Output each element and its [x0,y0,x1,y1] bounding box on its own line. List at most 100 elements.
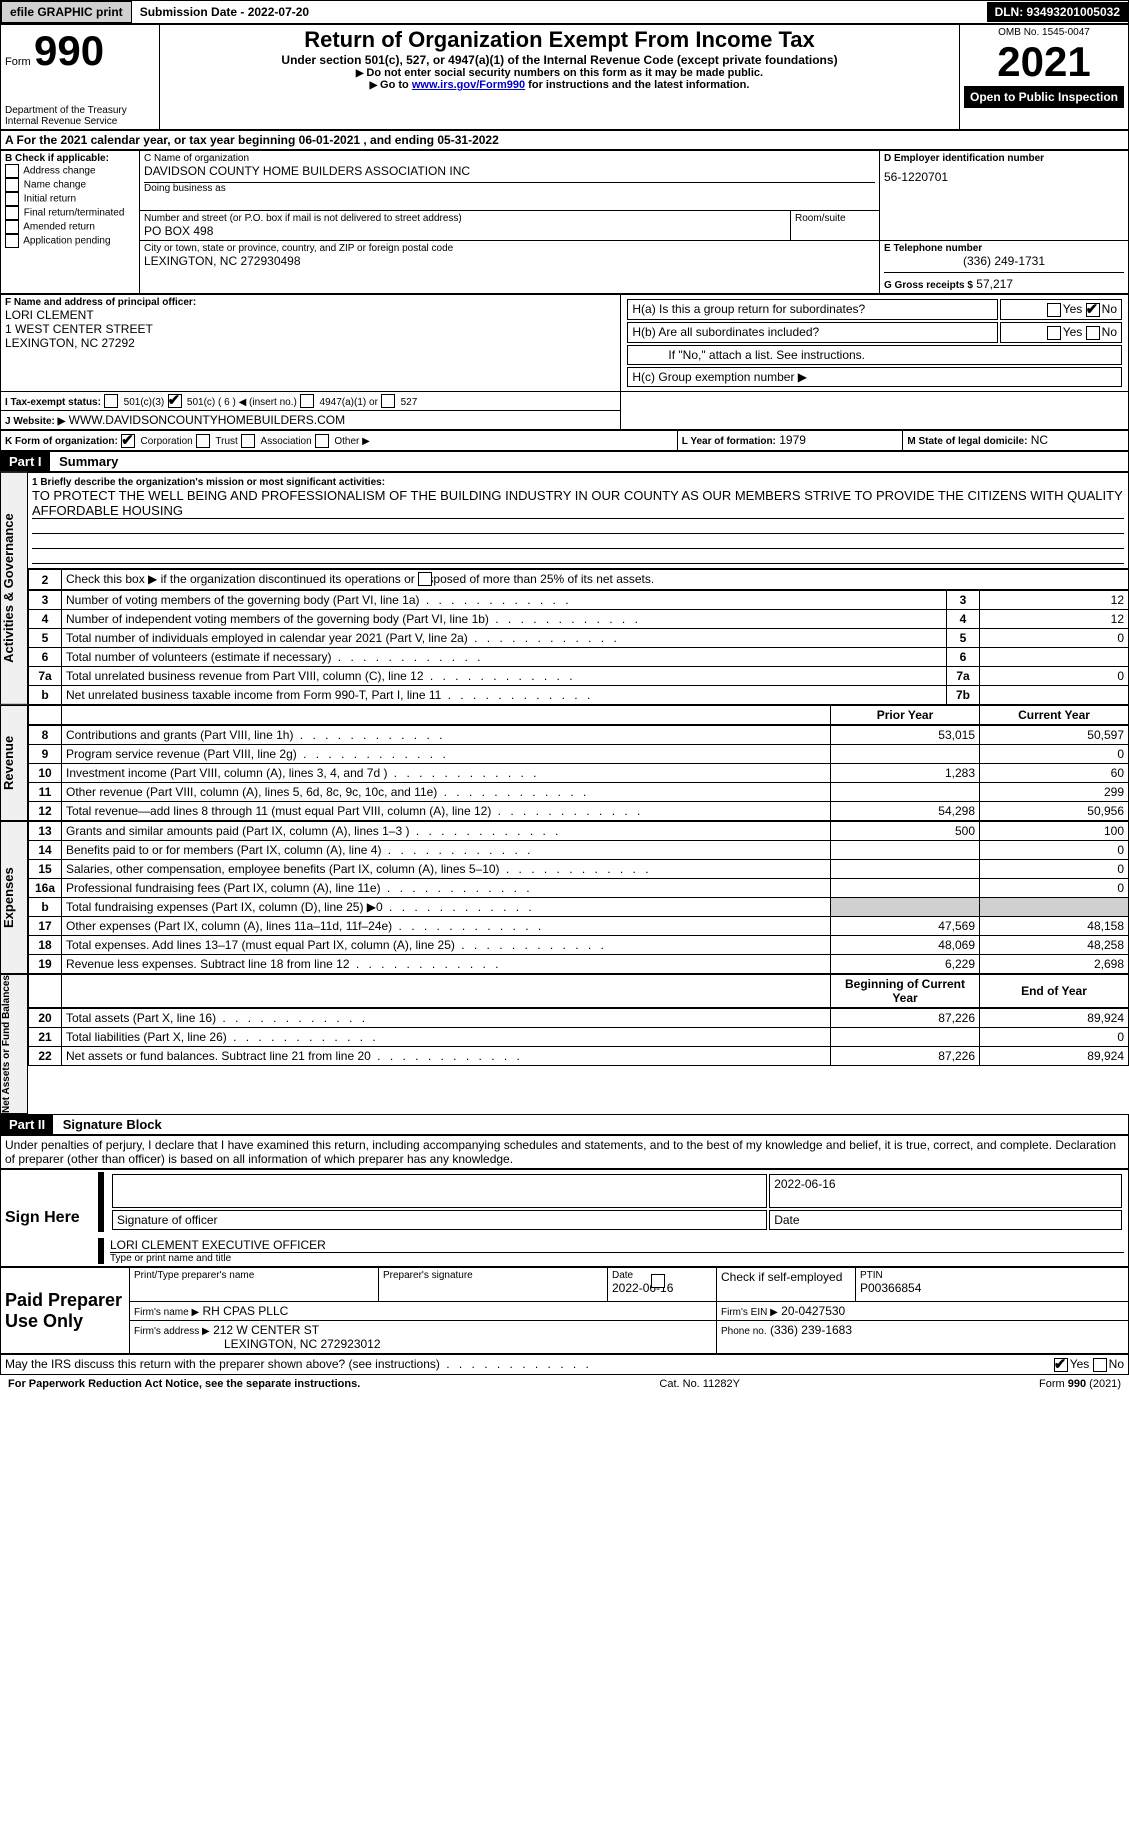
line-desc: Total expenses. Add lines 13–17 (must eq… [62,936,831,955]
checkbox-final-return[interactable] [5,206,19,220]
line-desc: Total revenue—add lines 8 through 11 (mu… [62,802,831,821]
line-box: 6 [947,648,980,667]
line-desc: Net unrelated business taxable income fr… [62,686,947,705]
line-val: 0 [980,629,1129,648]
hc-label: H(c) Group exemption number ▶ [632,370,807,384]
line-box: 5 [947,629,980,648]
catalog-no: Cat. No. 11282Y [659,1378,740,1390]
prior-val: 48,069 [831,936,980,955]
current-val: 48,158 [980,917,1129,936]
prior-val: 500 [831,822,980,841]
checkbox-address-change[interactable] [5,164,19,178]
checkbox-amended[interactable] [5,220,19,234]
mission-text: TO PROTECT THE WELL BEING AND PROFESSION… [32,488,1124,519]
section-c-label: C Name of organization [144,153,875,164]
preparer-table: Paid Preparer Use Only Print/Type prepar… [0,1267,1129,1354]
form-footer: Form 990 (2021) [1039,1378,1121,1390]
line-desc: Professional fundraising fees (Part IX, … [62,879,831,898]
efile-print-button[interactable]: efile GRAPHIC print [1,1,132,23]
hb-label: H(b) Are all subordinates included? [632,325,819,339]
address-label: Number and street (or P.O. box if mail i… [144,213,786,224]
city-label: City or town, state or province, country… [144,243,875,254]
address: PO BOX 498 [144,224,786,238]
form-number: 990 [34,27,104,74]
line-desc: Revenue less expenses. Subtract line 18 … [62,955,831,974]
prior-val [831,898,980,917]
may-no[interactable] [1093,1358,1107,1372]
may-yes[interactable] [1054,1358,1068,1372]
telephone: (336) 249-1731 [884,254,1124,268]
line-desc: Other expenses (Part IX, column (A), lin… [62,917,831,936]
org-name: DAVIDSON COUNTY HOME BUILDERS ASSOCIATIO… [144,164,875,178]
section-k-label: K Form of organization: [5,436,118,447]
line-no: 14 [29,841,62,860]
current-val: 48,258 [980,936,1129,955]
irs-link[interactable]: www.irs.gov/Form990 [412,79,525,91]
ha-label: H(a) Is this a group return for subordin… [632,302,865,316]
may-discuss: May the IRS discuss this return with the… [5,1357,592,1372]
ha-yes[interactable] [1047,303,1061,317]
line-val [980,686,1129,705]
side-net-assets: Net Assets or Fund Balances [0,974,28,1114]
ha-no[interactable] [1086,303,1100,317]
officer-name-title: LORI CLEMENT EXECUTIVE OFFICER [110,1238,1124,1252]
line-desc: Benefits paid to or for members (Part IX… [62,841,831,860]
line-desc: Investment income (Part VIII, column (A)… [62,764,831,783]
line-desc: Total liabilities (Part X, line 26) [62,1028,831,1047]
ptin-label: PTIN [860,1270,1124,1281]
section-f-label: F Name and address of principal officer: [5,297,616,308]
checkbox-initial-return[interactable] [5,192,19,206]
footer: For Paperwork Reduction Act Notice, see … [0,1375,1129,1393]
cb-association[interactable] [241,434,255,448]
cb-line2[interactable] [418,572,432,586]
cb-trust[interactable] [196,434,210,448]
officer-exempt-table: F Name and address of principal officer:… [0,294,1129,430]
part1-title: Summary [53,454,118,469]
phone-val: (336) 239-1683 [770,1323,852,1337]
firm-name-val: RH CPAS PLLC [203,1304,289,1318]
cb-other[interactable] [315,434,329,448]
line-val: 12 [980,610,1129,629]
cb-self-employed[interactable] [651,1274,665,1288]
checkbox-application-pending[interactable] [5,234,19,248]
cb-4947[interactable] [300,394,314,408]
section-e-label: E Telephone number [884,243,1124,254]
checkbox-name-change[interactable] [5,178,19,192]
website: WWW.DAVIDSONCOUNTYHOMEBUILDERS.COM [69,413,345,427]
firm-ein-val: 20-0427530 [781,1304,845,1318]
side-expenses: Expenses [0,821,28,974]
officer-addr2: LEXINGTON, NC 27292 [5,336,616,350]
current-val [980,898,1129,917]
section-i-label: I Tax-exempt status: [5,397,101,408]
cb-501c[interactable] [168,394,182,408]
cb-corporation[interactable] [121,434,135,448]
pra-notice: For Paperwork Reduction Act Notice, see … [8,1378,360,1390]
line-desc: Program service revenue (Part VIII, line… [62,745,831,764]
section-m-label: M State of legal domicile: [907,436,1027,447]
firm-city: LEXINGTON, NC 272923012 [134,1337,712,1351]
current-val: 50,597 [980,726,1129,745]
line-desc: Total assets (Part X, line 16) [62,1009,831,1028]
check-self: Check if self-employed [721,1270,842,1284]
phone-label: Phone no. [721,1326,767,1337]
year-formation: 1979 [779,433,806,447]
irs: Internal Revenue Service [5,116,155,127]
prior-val: 53,015 [831,726,980,745]
hb-yes[interactable] [1047,326,1061,340]
return-subtitle: Under section 501(c), 527, or 4947(a)(1)… [164,53,955,67]
section-j-label: J Website: ▶ [5,416,65,427]
instruction-1: Do not enter social security numbers on … [366,67,763,79]
cb-501c3[interactable] [104,394,118,408]
dept-treasury: Department of the Treasury [5,105,155,116]
instruction-2-post: for instructions and the latest informat… [525,79,749,91]
hb-no[interactable] [1086,326,1100,340]
section-g-label: G Gross receipts $ [884,280,973,291]
cb-527[interactable] [381,394,395,408]
prior-val [831,783,980,802]
signature-table: Sign Here 2022-06-16 Signature of office… [0,1169,1129,1267]
line-desc: Salaries, other compensation, employee b… [62,860,831,879]
line-val: 12 [980,591,1129,610]
current-val: 2,698 [980,955,1129,974]
line-desc: Total fundraising expenses (Part IX, col… [62,898,831,917]
ptin-val: P00366854 [860,1281,1124,1295]
